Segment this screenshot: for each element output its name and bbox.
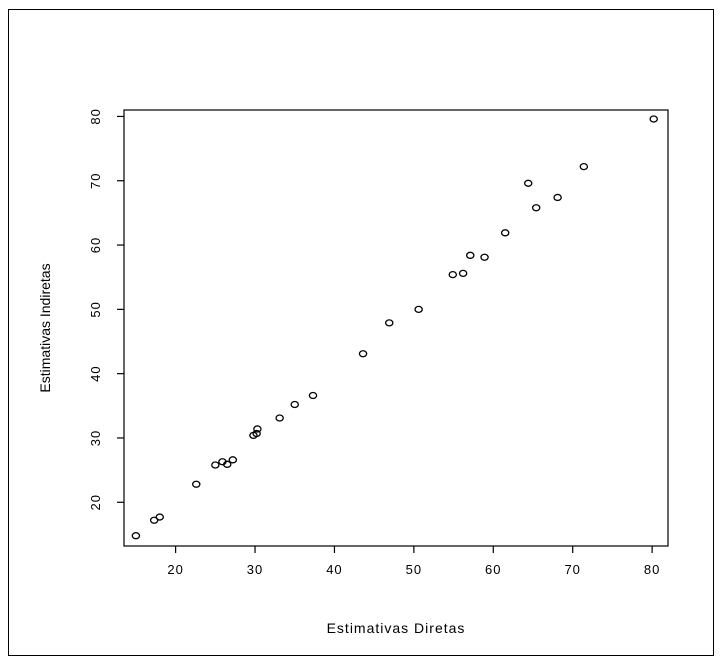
x-tick-label-1: 30 bbox=[247, 562, 263, 577]
data-point-25 bbox=[579, 162, 589, 171]
data-point-0 bbox=[131, 532, 141, 540]
data-point-9 bbox=[252, 429, 261, 438]
y-tick-label-3: 50 bbox=[88, 301, 103, 317]
y-axis-label: Estimativas Indiretas bbox=[37, 263, 53, 392]
y-tick-label-1: 30 bbox=[88, 430, 103, 446]
data-point-7 bbox=[228, 456, 238, 464]
x-axis: 20 30 40 50 60 70 80 bbox=[167, 546, 660, 577]
x-tick-label-6: 80 bbox=[644, 562, 660, 577]
data-point-22 bbox=[523, 179, 533, 187]
data-point-24 bbox=[553, 193, 562, 202]
y-tick-label-2: 40 bbox=[88, 365, 103, 381]
y-tick-label-5: 70 bbox=[88, 173, 103, 189]
data-point-16 bbox=[414, 305, 423, 314]
y-tick-label-0: 20 bbox=[88, 494, 103, 510]
y-axis: 20 30 40 50 60 70 80 bbox=[88, 108, 124, 511]
x-tick-label-0: 20 bbox=[167, 562, 183, 577]
y-tick-label-6: 80 bbox=[88, 108, 103, 124]
data-point-12 bbox=[290, 400, 299, 409]
data-point-13 bbox=[308, 391, 318, 400]
x-axis-label: Estimativas Diretas bbox=[327, 620, 466, 636]
figure-frame bbox=[8, 9, 714, 656]
data-point-23 bbox=[531, 204, 541, 212]
data-point-21 bbox=[500, 229, 510, 237]
data-point-17 bbox=[448, 270, 458, 279]
data-point-20 bbox=[480, 253, 489, 261]
data-point-15 bbox=[384, 319, 394, 327]
data-point-2 bbox=[155, 513, 164, 521]
data-point-19 bbox=[466, 251, 475, 259]
x-tick-label-2: 40 bbox=[326, 562, 342, 577]
data-point-6 bbox=[222, 460, 232, 468]
data-point-14 bbox=[358, 350, 368, 358]
data-point-4 bbox=[211, 461, 220, 469]
y-tick-label-4: 60 bbox=[88, 237, 103, 253]
data-point-18 bbox=[458, 269, 468, 277]
data-point-3 bbox=[192, 480, 201, 488]
data-point-26 bbox=[649, 115, 658, 123]
x-tick-label-3: 50 bbox=[406, 562, 422, 577]
x-tick-label-5: 70 bbox=[564, 562, 580, 577]
data-point-10 bbox=[253, 425, 262, 433]
plot-area bbox=[123, 109, 669, 547]
points-layer bbox=[131, 115, 658, 540]
x-tick-label-4: 60 bbox=[485, 562, 501, 577]
data-point-11 bbox=[275, 414, 284, 422]
